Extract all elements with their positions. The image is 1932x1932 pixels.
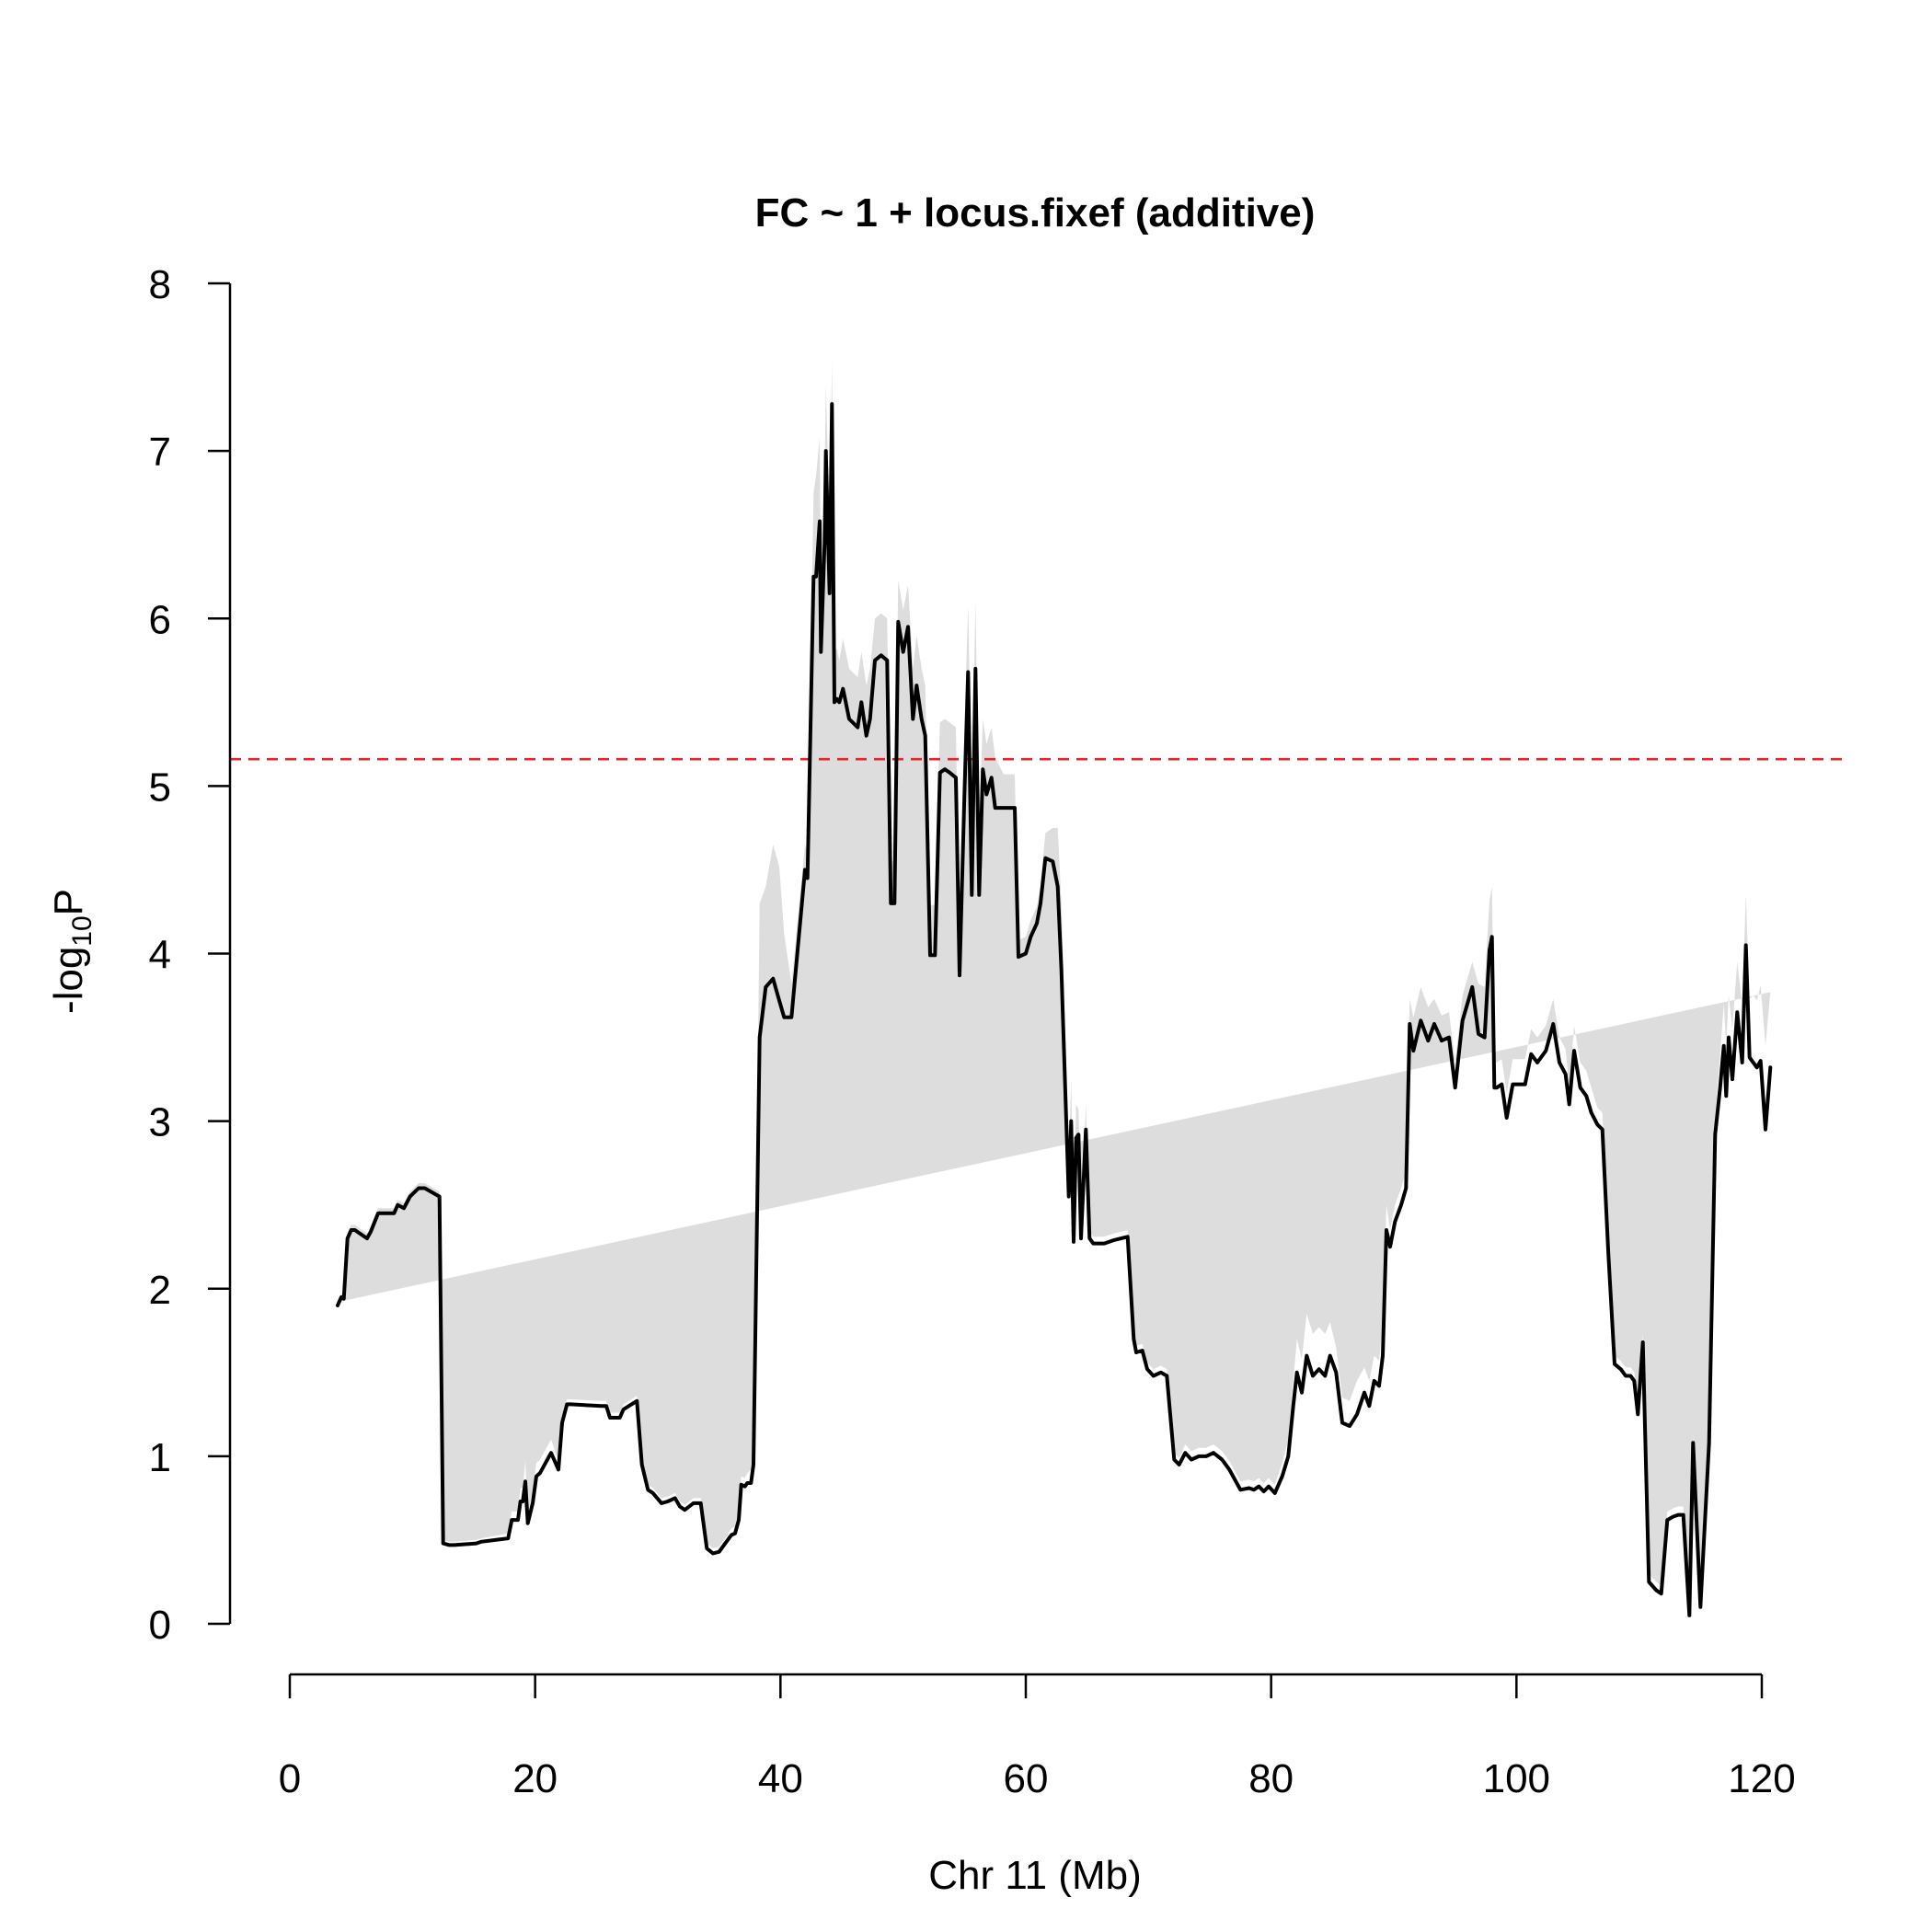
x-tick-label: 120 [1728,1756,1795,1801]
y-axis-label-subscript: 10 [67,915,98,946]
y-tick-label: 3 [149,1100,171,1145]
y-tick-label: 7 [149,430,171,475]
y-tick-label: 4 [149,933,171,978]
y-axis-label-suffix: P [46,889,91,915]
chart-title: FC ~ 1 + locus.fixef (additive) [755,190,1316,236]
x-tick-label: 100 [1483,1756,1550,1801]
series-line-layer [336,402,1773,1617]
y-axis-label: -log10P [46,889,98,1014]
x-tick-label: 60 [1004,1756,1049,1801]
x-axis-label: Chr 11 (Mb) [928,1853,1141,1898]
y-tick-label: 2 [149,1268,171,1313]
confidence-band [338,362,1771,1607]
confidence-band-layer [338,362,1771,1607]
y-axis: 0 1 2 3 4 5 6 7 8 [149,262,232,1648]
x-axis: 0 20 40 60 80 100 120 [279,1673,1796,1801]
x-tick-label: 40 [758,1756,803,1801]
y-axis-label-prefix: -log [46,947,91,1014]
series-line [336,402,1773,1617]
x-tick-label: 20 [512,1756,558,1801]
y-tick-label: 5 [149,765,171,810]
x-tick-label: 80 [1248,1756,1294,1801]
y-tick-label: 1 [149,1435,171,1480]
y-tick-label: 6 [149,597,171,642]
x-tick-label: 0 [279,1756,301,1801]
y-tick-label: 0 [149,1603,171,1648]
y-tick-label: 8 [149,262,171,307]
